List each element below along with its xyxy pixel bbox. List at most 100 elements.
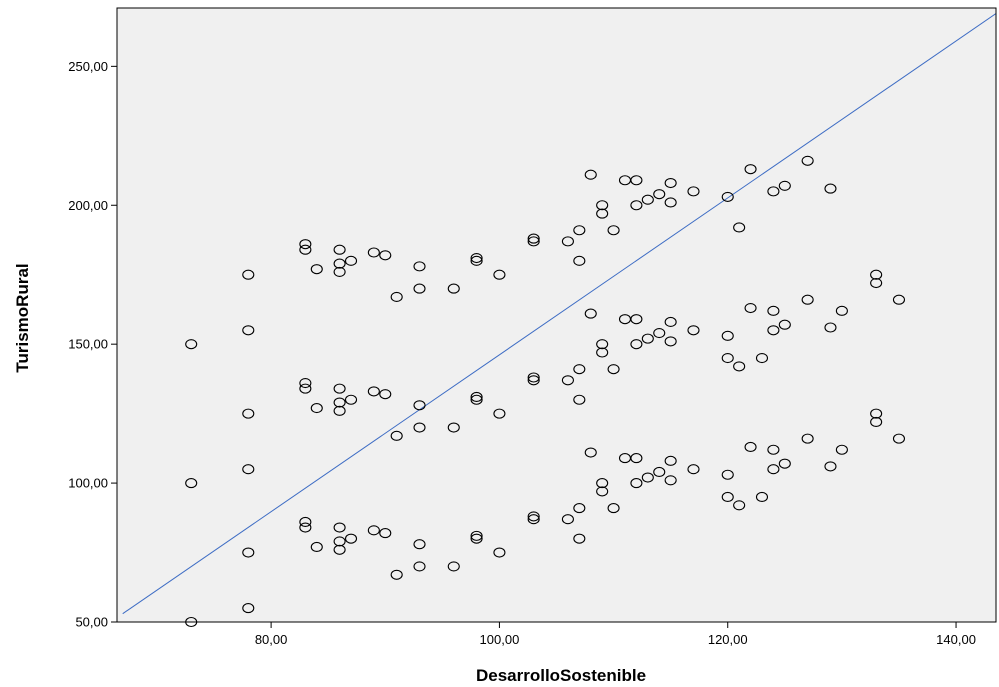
scatter-point bbox=[824, 461, 837, 472]
scatter-point bbox=[299, 378, 312, 389]
scatter-point bbox=[778, 180, 791, 191]
scatter-point bbox=[493, 408, 506, 419]
scatter-point bbox=[493, 547, 506, 558]
scatter-point bbox=[721, 491, 734, 503]
scatter-point bbox=[333, 536, 346, 547]
scatter-point bbox=[390, 291, 403, 302]
scatter-point bbox=[242, 464, 255, 475]
y-axis-title: TurismoRural bbox=[13, 263, 32, 372]
scatter-point bbox=[527, 372, 540, 383]
scatter-point bbox=[641, 472, 654, 483]
scatter-point bbox=[379, 250, 392, 261]
scatter-point bbox=[892, 433, 906, 444]
scatter-point bbox=[310, 541, 323, 553]
scatter-point bbox=[664, 316, 677, 327]
scatter-point bbox=[664, 475, 677, 486]
scatter-point bbox=[333, 383, 346, 394]
scatter-point bbox=[310, 403, 323, 414]
scatter-point bbox=[596, 339, 609, 350]
scatter-point bbox=[630, 175, 643, 186]
scatter-point bbox=[801, 433, 814, 444]
scatter-point bbox=[390, 430, 403, 441]
scatter-point bbox=[733, 500, 746, 511]
scatter-point bbox=[299, 522, 312, 533]
scatter-point bbox=[573, 364, 586, 375]
scatter-point bbox=[801, 155, 814, 166]
scatter-point bbox=[778, 319, 791, 330]
scatter-point bbox=[185, 339, 198, 350]
scatter-point bbox=[527, 233, 540, 244]
scatter-point bbox=[653, 466, 666, 478]
scatter-point bbox=[333, 405, 346, 416]
x-tick-label: 120,00 bbox=[708, 632, 748, 647]
scatter-point bbox=[607, 503, 620, 514]
fit-line-layer bbox=[122, 13, 996, 615]
scatter-point bbox=[470, 394, 483, 405]
scatter-point bbox=[584, 447, 597, 458]
scatter-point bbox=[767, 186, 780, 197]
scatter-point bbox=[596, 347, 609, 358]
scatter-point bbox=[870, 269, 883, 280]
scatter-point bbox=[242, 547, 255, 558]
scatter-point bbox=[493, 269, 506, 280]
points-layer bbox=[185, 155, 906, 628]
scatter-point bbox=[778, 458, 791, 469]
scatter-point bbox=[653, 189, 666, 200]
scatter-point bbox=[185, 478, 198, 489]
scatter-point bbox=[413, 261, 426, 272]
scatter-point bbox=[413, 422, 426, 433]
scatter-point bbox=[641, 333, 654, 344]
scatter-point bbox=[744, 303, 757, 314]
scatter-point bbox=[767, 464, 780, 475]
scatter-point bbox=[242, 408, 255, 419]
scatter-point bbox=[767, 444, 780, 455]
scatter-point bbox=[333, 266, 346, 277]
scatter-point bbox=[561, 375, 574, 386]
scatter-point bbox=[333, 258, 346, 269]
scatter-point bbox=[470, 252, 483, 264]
scatter-point bbox=[367, 525, 380, 536]
scatter-point bbox=[767, 305, 780, 316]
scatter-point bbox=[413, 283, 426, 294]
scatter-point bbox=[664, 177, 677, 189]
scatter-point bbox=[333, 522, 346, 533]
scatter-point bbox=[573, 503, 586, 514]
scatter-point bbox=[767, 325, 780, 336]
scatter-point bbox=[299, 383, 312, 394]
scatter-point bbox=[664, 336, 677, 347]
scatter-point bbox=[596, 478, 609, 489]
scatter-point bbox=[242, 325, 255, 336]
scatter-point bbox=[344, 255, 358, 266]
scatter-point bbox=[607, 364, 620, 375]
scatter-point bbox=[447, 283, 460, 294]
scatter-point bbox=[299, 239, 312, 250]
x-tick-label: 80,00 bbox=[255, 632, 288, 647]
scatter-point bbox=[653, 328, 666, 339]
scatter-point bbox=[687, 186, 700, 197]
scatter-point bbox=[733, 361, 746, 372]
scatter-point bbox=[824, 183, 837, 194]
scatter-point bbox=[390, 569, 403, 580]
scatter-point bbox=[573, 225, 586, 236]
scatter-point bbox=[721, 353, 734, 364]
scatter-point bbox=[413, 400, 426, 411]
scatter-point bbox=[561, 236, 574, 247]
scatter-point bbox=[344, 533, 358, 544]
y-tick-label: 50,00 bbox=[75, 615, 108, 630]
scatter-point bbox=[584, 169, 597, 180]
scatter-point bbox=[664, 197, 677, 208]
scatter-point bbox=[573, 394, 586, 405]
scatter-point bbox=[447, 561, 460, 572]
scatter-point bbox=[584, 308, 597, 319]
scatter-point bbox=[687, 464, 700, 475]
scatter-point bbox=[561, 514, 574, 525]
plot-frame bbox=[116, 7, 997, 623]
y-tick-label: 200,00 bbox=[68, 198, 108, 213]
scatter-point bbox=[721, 330, 734, 341]
scatter-point bbox=[333, 544, 346, 555]
scatter-point bbox=[242, 603, 255, 614]
scatter-point bbox=[367, 386, 380, 397]
fit-line bbox=[122, 13, 996, 615]
scatter-point bbox=[527, 514, 540, 525]
scatter-point bbox=[310, 264, 323, 275]
